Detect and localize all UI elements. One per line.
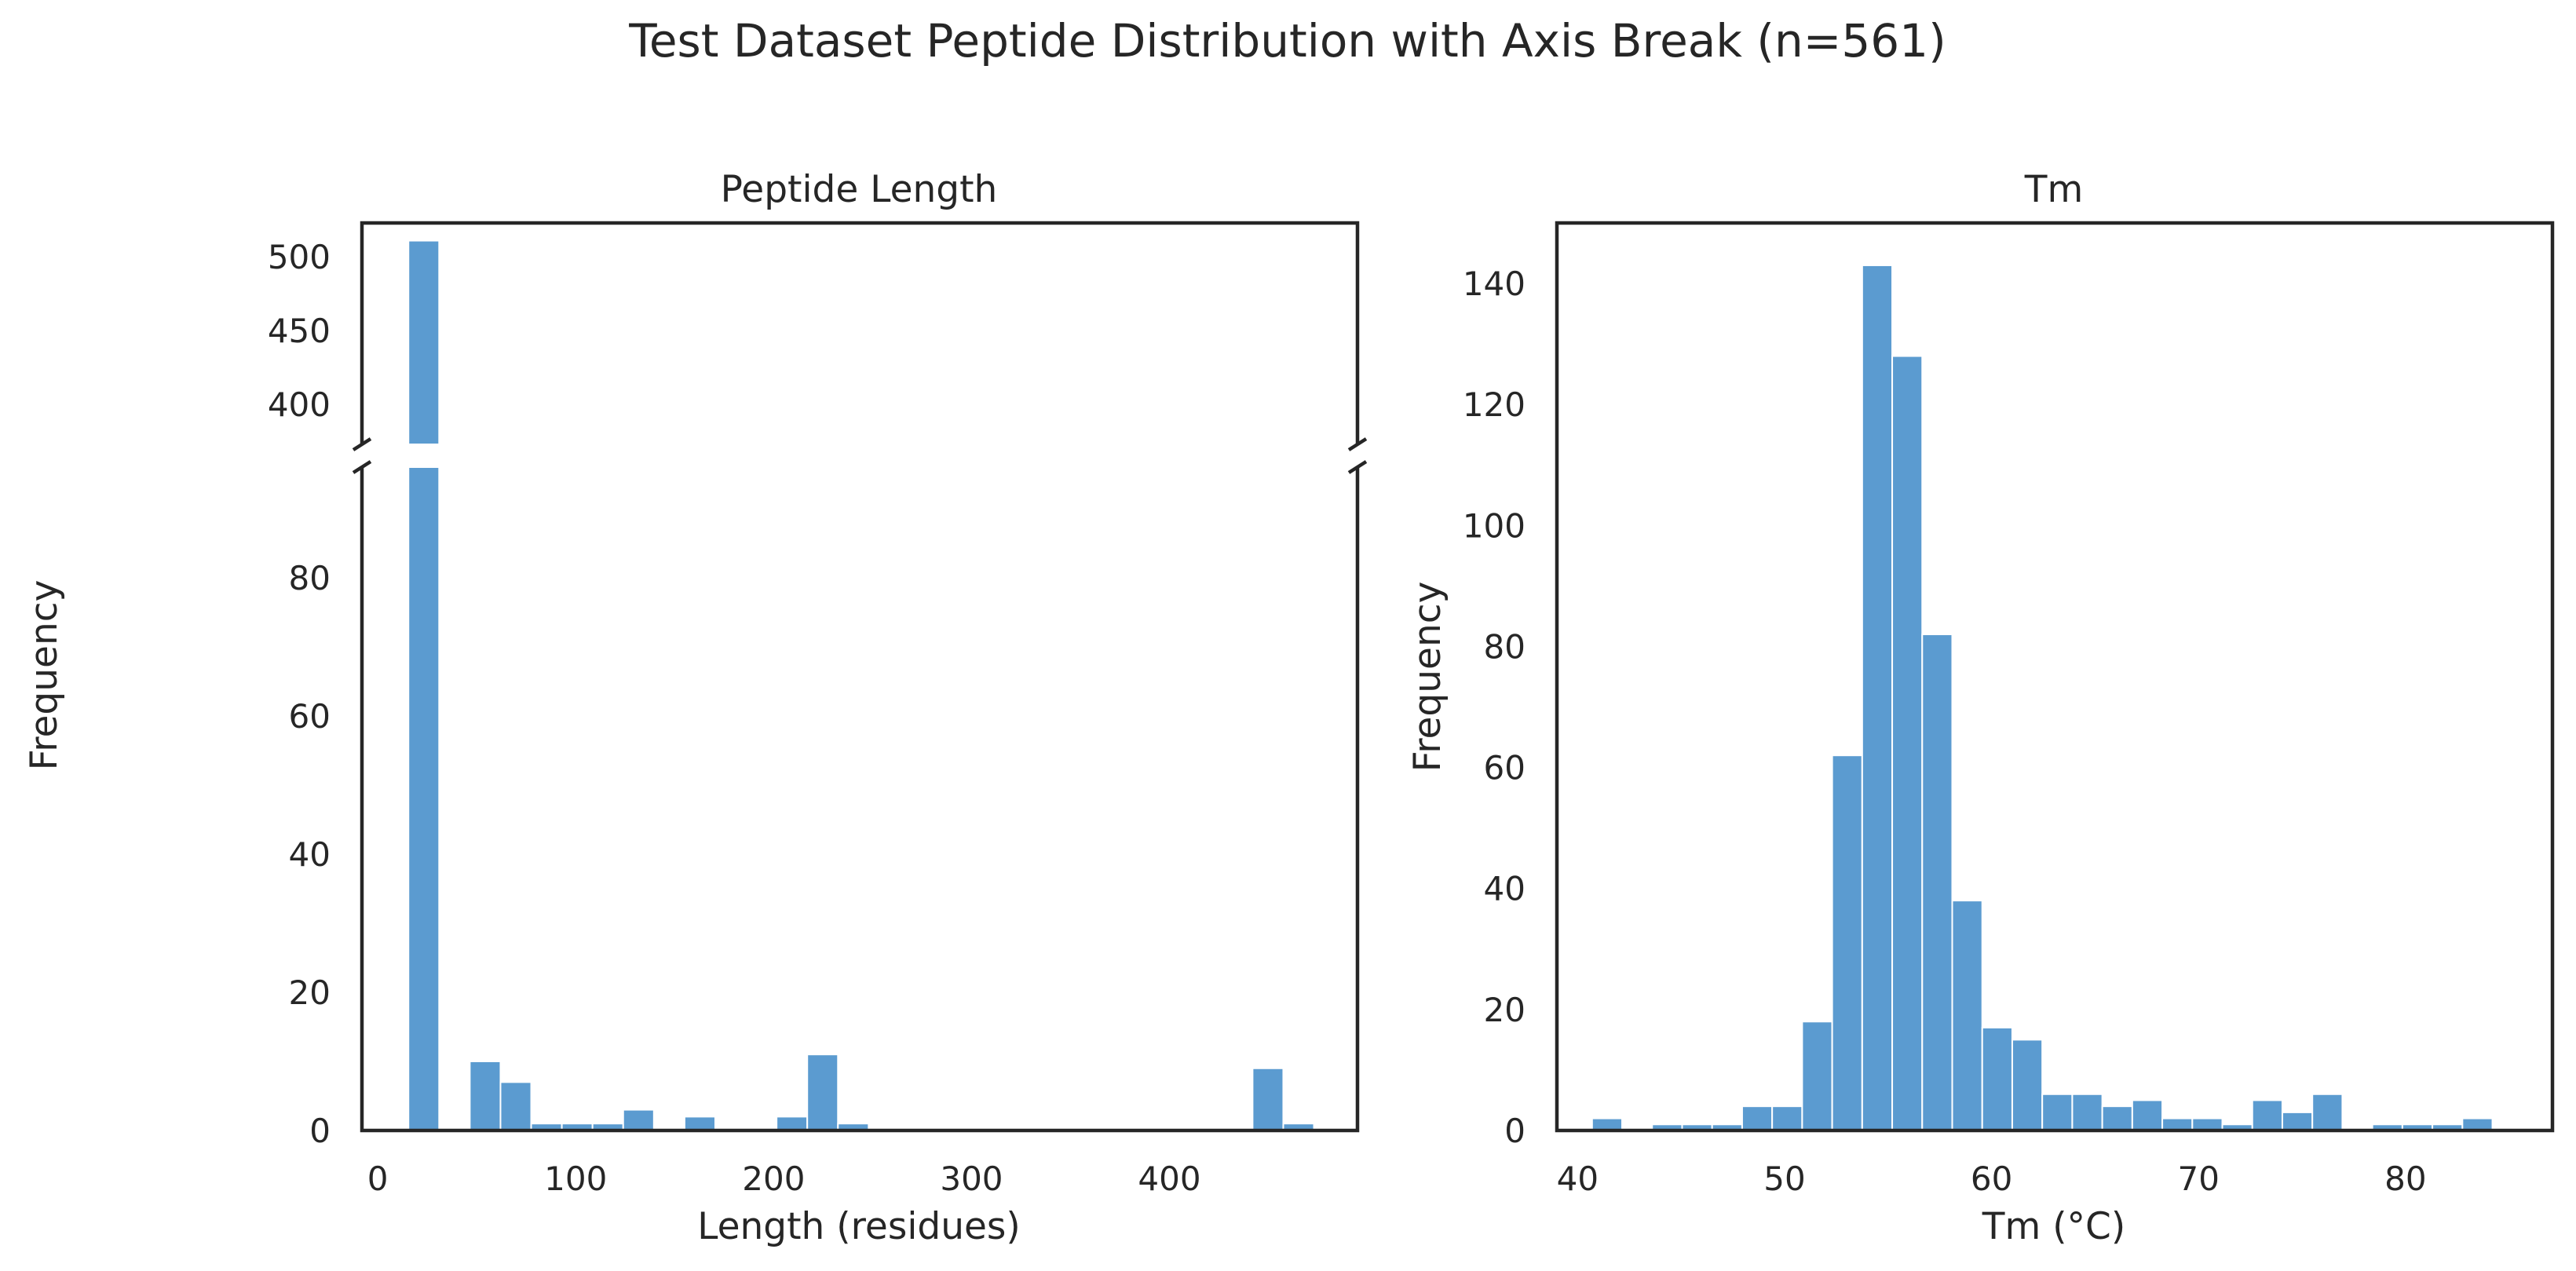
length-ytick-lower-label-4: 80	[289, 559, 331, 597]
length-bar-lower-0	[407, 466, 440, 1131]
tm-xtick-label-2: 60	[1971, 1160, 2012, 1198]
length-ytick-upper-label-2: 500	[268, 238, 331, 276]
length-bar-upper-0	[407, 239, 440, 445]
tm-bar-6	[1801, 1021, 1833, 1132]
length-xtick-label-3: 300	[940, 1160, 1003, 1198]
tm-bar-22	[2281, 1111, 2314, 1132]
length-bar-lower-8	[776, 1116, 809, 1132]
length-bar-lower-1	[469, 1060, 502, 1131]
tm-ytick-label-6: 120	[1463, 385, 1526, 424]
tm-xtick-label-4: 80	[2384, 1160, 2426, 1198]
figure-title: Test Dataset Peptide Distribution with A…	[628, 14, 1946, 68]
length-lower-frame	[360, 467, 1360, 1133]
tm-bar-9	[1891, 355, 1924, 1131]
length-upper-frame	[360, 221, 1360, 444]
tm-bar-15	[2071, 1093, 2103, 1132]
tm-bar-8	[1861, 264, 1894, 1132]
length-bar-lower-9	[806, 1054, 839, 1132]
length-ytick-lower-label-3: 60	[289, 697, 331, 736]
peptide-length-subtitle: Peptide Length	[721, 168, 998, 211]
axis-break-mark-lower-right	[1347, 460, 1368, 474]
length-ytick-lower-label-0: 0	[309, 1112, 331, 1150]
peptide-length-panel: Peptide Length 0 100 200 300 400 400 450 500 0 20…	[23, 168, 1368, 1248]
tm-bars	[1591, 264, 2494, 1132]
tm-bar-17	[2131, 1099, 2164, 1131]
tm-bar-10	[1921, 634, 1953, 1131]
tm-bar-13	[2011, 1039, 2044, 1132]
peptide-length-bars-upper	[407, 239, 440, 445]
peptide-length-frame	[352, 221, 1368, 1133]
tm-ticks: 40 50 60 70 80 0 20 40 60 80 100 120 140	[1463, 265, 2427, 1198]
peptide-length-bars-lower	[407, 466, 1315, 1132]
tm-bar-7	[1831, 754, 1863, 1131]
tm-ytick-label-5: 100	[1463, 506, 1526, 545]
length-ytick-upper-label-1: 450	[268, 312, 331, 350]
tm-ylabel: Frequency	[1406, 582, 1449, 772]
peptide-length-ticks: 0 100 200 300 400 400 450 500 0 20 40 60 80	[268, 238, 1201, 1198]
tm-subtitle: Tm	[2024, 168, 2084, 211]
length-bar-lower-7	[683, 1116, 716, 1132]
length-ytick-upper-label-0: 400	[268, 385, 331, 424]
tm-bar-4	[1741, 1105, 1774, 1132]
tm-xtick-label-0: 40	[1557, 1160, 1599, 1198]
peptide-length-ylabel: Frequency	[23, 580, 66, 771]
length-xtick-label-1: 100	[544, 1160, 607, 1198]
tm-ytick-label-7: 140	[1463, 265, 1526, 303]
tm-xtick-label-1: 50	[1763, 1160, 1805, 1198]
tm-bar-27	[2461, 1117, 2494, 1131]
tm-xtick-label-3: 70	[2177, 1160, 2219, 1198]
length-bar-lower-2	[499, 1081, 532, 1132]
tm-xlabel: Tm (°C)	[1982, 1205, 2125, 1248]
length-xtick-label-0: 0	[367, 1160, 389, 1198]
tm-ytick-label-4: 80	[1484, 627, 1526, 666]
tm-bar-12	[1981, 1026, 2013, 1131]
tm-ytick-label-2: 40	[1484, 870, 1526, 908]
length-xtick-label-2: 200	[742, 1160, 805, 1198]
tm-frame	[1555, 221, 2555, 1133]
tm-ytick-label-3: 60	[1484, 749, 1526, 787]
tm-ytick-label-1: 20	[1484, 991, 1526, 1029]
tm-bar-23	[2311, 1093, 2344, 1132]
tm-bar-0	[1591, 1117, 1624, 1131]
length-ytick-lower-label-2: 40	[289, 835, 331, 874]
length-bar-lower-11	[1251, 1067, 1284, 1132]
axis-break-mark-lower-left	[352, 460, 372, 474]
tm-bar-11	[1951, 900, 1983, 1132]
length-xtick-label-4: 400	[1138, 1160, 1200, 1198]
tm-bar-19	[2191, 1117, 2223, 1131]
length-ytick-lower-label-1: 20	[289, 973, 331, 1012]
tm-bar-14	[2041, 1093, 2074, 1132]
tm-ytick-label-0: 0	[1504, 1112, 1526, 1150]
tm-bar-18	[2161, 1117, 2194, 1131]
peptide-length-xlabel: Length (residues)	[697, 1205, 1021, 1248]
tm-bar-21	[2251, 1099, 2283, 1131]
axis-break-mark-upper-right	[1347, 437, 1368, 451]
tm-bar-16	[2101, 1105, 2133, 1132]
tm-bar-5	[1771, 1105, 1803, 1132]
axis-break-mark-upper-left	[352, 437, 372, 451]
length-bar-lower-6	[622, 1108, 655, 1131]
